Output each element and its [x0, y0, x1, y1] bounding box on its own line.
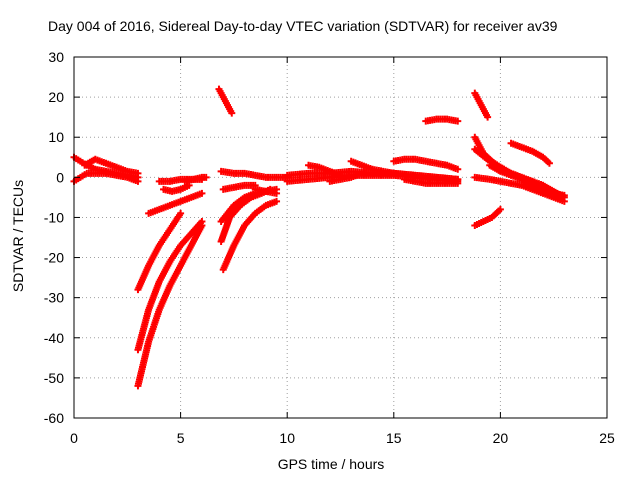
plot-frame: [73, 56, 608, 419]
data-point: [496, 205, 504, 213]
data-series: [507, 139, 553, 167]
data-point: [454, 165, 462, 173]
data-point: [177, 209, 185, 217]
data-point: [273, 197, 281, 205]
x-tick-label: 15: [386, 430, 402, 446]
data-series: [251, 185, 281, 197]
data-point: [273, 189, 281, 197]
data-series: [422, 115, 462, 125]
data-series: [145, 189, 206, 217]
data-point: [390, 169, 398, 177]
data-series: [486, 161, 568, 199]
grid: [74, 57, 607, 418]
data-point: [454, 117, 462, 125]
data-series: [219, 181, 259, 193]
data-series: [347, 157, 398, 177]
data-series: [471, 205, 504, 229]
data-series: [134, 221, 206, 390]
y-tick-label: -30: [44, 290, 64, 306]
data-series: [217, 167, 291, 181]
y-tick-label: 20: [48, 89, 64, 105]
y-tick-label: -10: [44, 209, 64, 225]
x-tick-label: 0: [70, 430, 78, 446]
data-point: [560, 191, 568, 199]
y-tick-label: -40: [44, 330, 64, 346]
data-point: [198, 189, 206, 197]
data-point: [202, 173, 210, 181]
chart-title: Day 004 of 2016, Sidereal Day-to-day VTE…: [48, 18, 558, 34]
data-series: [134, 217, 206, 354]
x-tick-label: 20: [493, 430, 509, 446]
data-point: [198, 221, 206, 229]
data-series: [471, 89, 492, 121]
y-tick-label: 30: [48, 49, 64, 65]
y-tick-label: -50: [44, 370, 64, 386]
data-series: [160, 181, 193, 195]
x-tick-label: 10: [279, 430, 295, 446]
data-series: [326, 169, 462, 185]
data-point: [134, 169, 142, 177]
y-tick-label: -20: [44, 250, 64, 266]
y-tick-label: -60: [44, 410, 64, 426]
y-axis-label: SDTVAR / TECUs: [10, 179, 26, 293]
data-point: [484, 113, 492, 121]
axis-ticks: 0 5 10 15 20 25 30 20 10 0 -10 -20 -30 -40 -50 -60: [44, 49, 615, 446]
x-tick-label: 5: [177, 430, 185, 446]
data-series: [215, 85, 236, 117]
x-axis-label: GPS time / hours: [277, 456, 385, 472]
data-series: [305, 161, 344, 179]
data-series: [219, 197, 281, 274]
data-series: [134, 209, 185, 294]
data-points: [70, 85, 568, 390]
data-point: [545, 159, 553, 167]
data-series: [81, 155, 142, 177]
x-tick-label: 25: [599, 430, 615, 446]
data-series: [181, 173, 210, 185]
data-point: [454, 179, 462, 187]
data-series: [390, 155, 462, 173]
y-tick-label: 10: [48, 129, 64, 145]
data-point: [560, 197, 568, 205]
y-tick-label: 0: [56, 169, 64, 185]
data-point: [228, 109, 236, 117]
data-series: [400, 175, 462, 187]
